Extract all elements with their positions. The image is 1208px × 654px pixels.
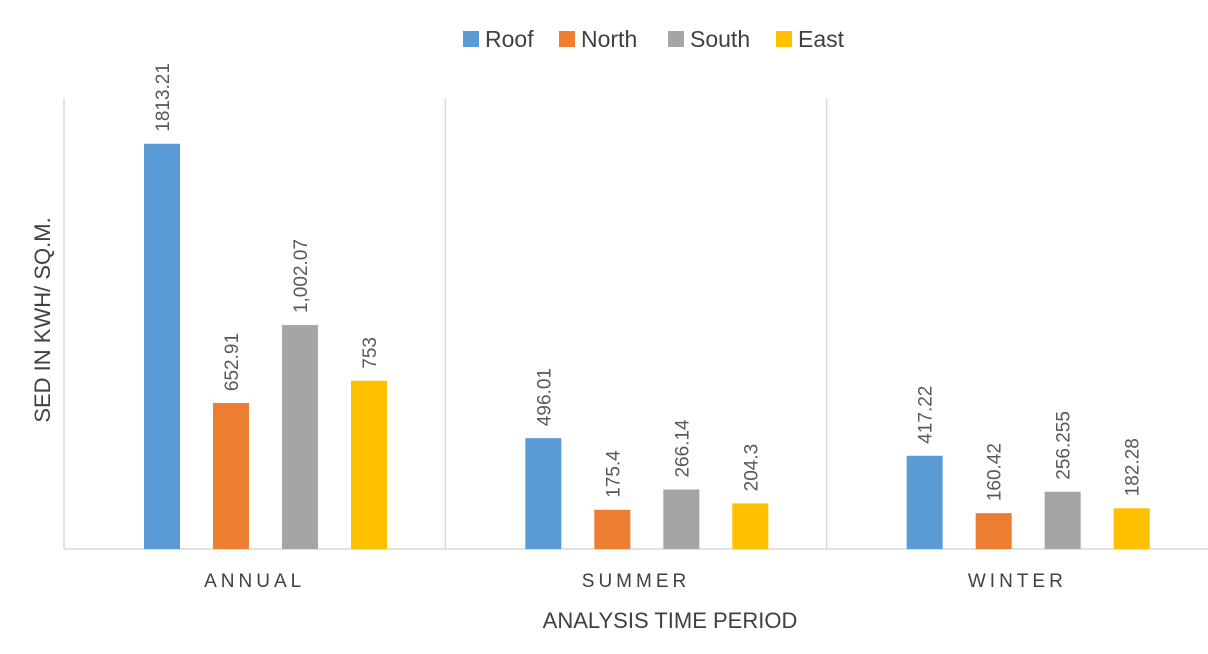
bar-roof-summer <box>525 438 562 549</box>
legend-item-east: East <box>776 26 845 52</box>
bar-north-summer <box>594 509 631 549</box>
legend: Roof North South East <box>463 26 845 52</box>
bar-south-annual <box>282 325 318 549</box>
legend-swatch <box>776 31 792 47</box>
y-axis-title: SED IN KWH/ SQ.M. <box>30 217 55 422</box>
data-label: 175.4 <box>603 450 624 498</box>
data-label: 1,002.07 <box>291 239 312 313</box>
data-label: 417.22 <box>916 386 937 444</box>
bar-north-annual <box>213 403 249 549</box>
legend-swatch <box>668 31 684 47</box>
bar-north-winter <box>975 513 1012 549</box>
bar-south-summer <box>663 489 700 549</box>
data-label: 266.14 <box>672 419 693 478</box>
legend-item-north: North <box>559 26 637 52</box>
data-label: 160.42 <box>985 443 1006 501</box>
data-label: 182.28 <box>1123 438 1144 496</box>
bar-south-winter <box>1044 491 1081 549</box>
x-axis-title: ANALYSIS TIME PERIOD <box>543 608 798 633</box>
legend-label: North <box>581 26 637 52</box>
data-label: 652.91 <box>222 333 243 391</box>
data-label: 753 <box>360 337 381 369</box>
bar-east-summer <box>732 503 769 549</box>
data-label: 256.255 <box>1054 411 1075 480</box>
legend-label: East <box>798 26 845 52</box>
data-label: 204.3 <box>741 444 762 492</box>
legend-item-south: South <box>668 26 750 52</box>
x-tick-label: SUMMER <box>582 571 690 592</box>
legend-item-roof: Roof <box>463 26 534 52</box>
bar-roof-winter <box>906 455 943 549</box>
legend-swatch <box>559 31 575 47</box>
legend-label: Roof <box>485 26 534 52</box>
plot-area: 1813.21 652.91 1,002.07 753 ANNUAL 496.01 175.… <box>63 63 1208 592</box>
data-label: 496.01 <box>534 368 555 426</box>
bar-roof-annual <box>144 143 180 549</box>
bar-east-annual <box>351 380 387 549</box>
bar-east-winter <box>1113 508 1150 549</box>
legend-label: South <box>690 26 750 52</box>
legend-swatch <box>463 31 479 47</box>
x-tick-label: ANNUAL <box>204 571 305 592</box>
data-label: 1813.21 <box>153 63 174 132</box>
x-tick-label: WINTER <box>968 571 1067 592</box>
